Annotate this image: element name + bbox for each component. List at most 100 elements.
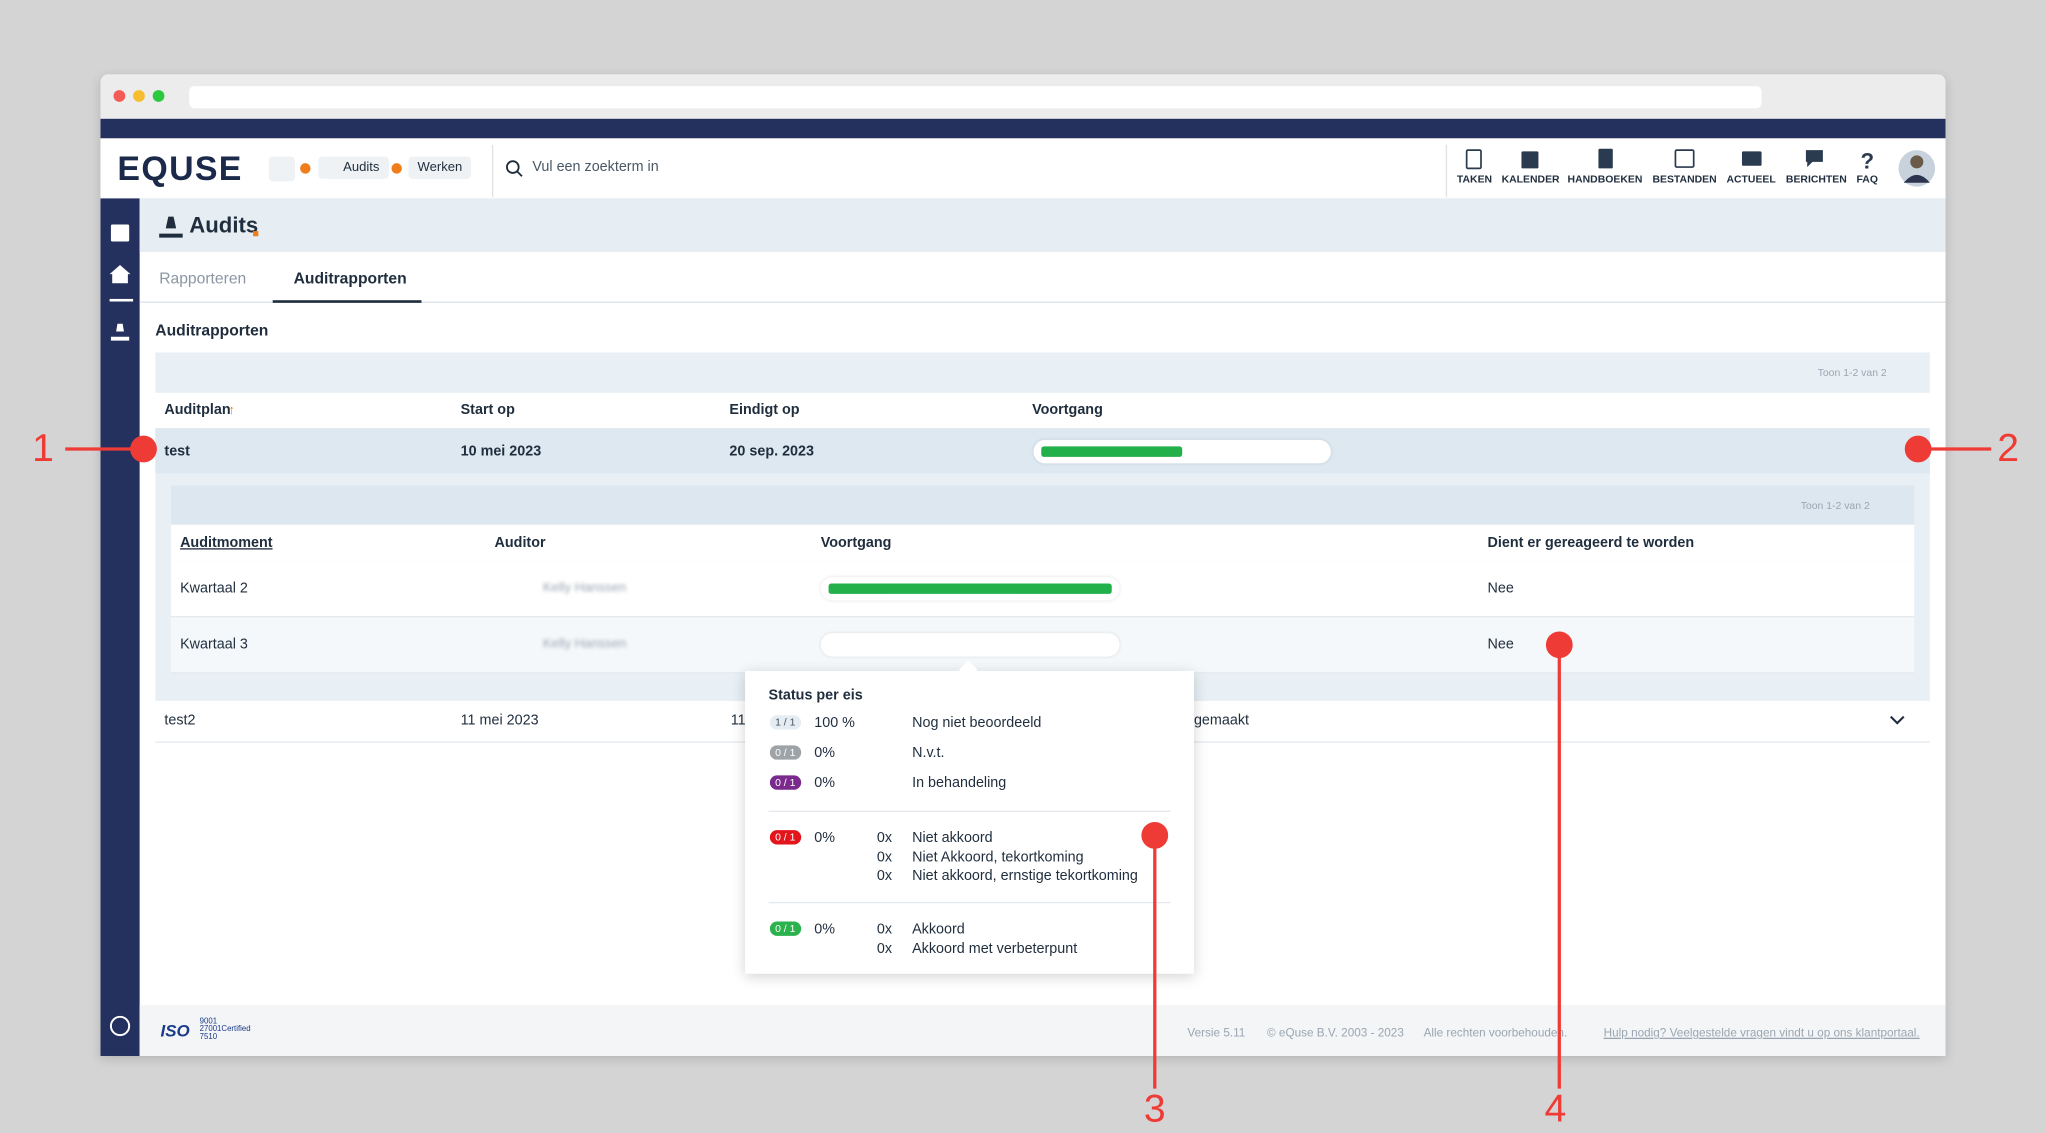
annotation-number: 1 [32, 426, 54, 470]
percent: 0% [814, 745, 835, 761]
divider [768, 810, 1171, 812]
nav-item[interactable]: ACTUEEL [1726, 173, 1776, 186]
divider [768, 901, 1171, 904]
cell: Nee [1487, 580, 1514, 597]
column-header[interactable]: Start op [460, 402, 515, 418]
cell: Kwartaal 3 [180, 636, 248, 653]
progress-bar [828, 583, 1112, 594]
nav-icons: ? [1465, 148, 1936, 187]
progress-track [820, 633, 1120, 657]
crumb-sep [300, 163, 311, 174]
tab[interactable]: Rapporteren [159, 268, 247, 288]
cell: 20 sep. 2023 [729, 443, 815, 460]
column-header: Voortgang [820, 535, 892, 551]
popup [745, 670, 1194, 974]
sub-band [170, 485, 1915, 525]
nav-item[interactable]: HANDBOEKEN [1567, 173, 1643, 186]
count: 0x [876, 940, 893, 957]
svg-text:?: ? [1860, 148, 1874, 173]
status-label: Akkoord [912, 921, 965, 938]
badge: 0 / 1 [769, 775, 801, 790]
percent: 0% [814, 775, 835, 792]
count: 0x [876, 868, 893, 884]
nav-item[interactable]: BESTANDEN [1652, 173, 1717, 186]
cell: Kwartaal 2 [180, 580, 248, 597]
status-label: N.v.t. [912, 745, 945, 761]
footer-text: Alle rechten voorbehouden. [1423, 1025, 1568, 1040]
annotation-number: 3 [1143, 1087, 1166, 1131]
help-link[interactable]: Hulp nodig? Veelgestelde vragen vindt u … [1603, 1025, 1920, 1040]
footer-text: © eQuse B.V. 2003 - 2023 [1267, 1025, 1404, 1040]
column-header[interactable]: Voortgang [1032, 402, 1103, 418]
status-label: Niet akkoord [912, 830, 993, 846]
footer-band [139, 1005, 1946, 1056]
cell: 10 mei 2023 [460, 443, 542, 460]
iso-number: 27001Certified [199, 1025, 251, 1034]
column-header[interactable]: Auditplan [164, 402, 231, 418]
page-title: Audits [189, 212, 259, 238]
cell: gemaakt [1193, 712, 1250, 729]
tab-underline [272, 300, 422, 303]
filter-band [155, 352, 1930, 393]
count: Toon 1-2 van 2 [1817, 366, 1887, 379]
status-label: Niet Akkoord, tekortkoming [912, 849, 1084, 865]
column-header: Auditor [494, 535, 546, 551]
home-crumb[interactable] [268, 156, 295, 182]
status-label: In behandeling [912, 775, 1007, 792]
percent: 0% [814, 921, 835, 938]
nav-item[interactable]: KALENDER [1501, 173, 1560, 186]
iso-number: 9001 [199, 1018, 218, 1026]
crumb-audits[interactable]: Audits [318, 156, 389, 179]
badge: 0 / 1 [769, 830, 801, 845]
sort-arrow: ↑ [228, 403, 235, 418]
badge: 0 / 1 [769, 745, 801, 760]
nav-item[interactable]: FAQ [1856, 173, 1878, 186]
top-strip [100, 118, 1946, 139]
tab[interactable]: Auditrapporten [293, 268, 407, 288]
crumb-werken[interactable]: Werken [408, 156, 472, 179]
nav-item[interactable]: TAKEN [1456, 173, 1493, 186]
search-icon [506, 160, 523, 177]
search-divider [491, 144, 494, 198]
search-input[interactable]: Vul een zoekterm in [532, 159, 659, 175]
status-label: Akkoord met verbeterpunt [912, 940, 1078, 957]
section-title: Auditrapporten [155, 321, 269, 340]
sidebar [100, 198, 140, 1056]
logo: EQUSE [117, 148, 243, 188]
cell: test2 [164, 712, 196, 729]
column-header: Dient er gereageerd te worden [1487, 535, 1695, 551]
badge: 1 / 1 [769, 715, 801, 730]
url-bar[interactable] [189, 86, 1762, 109]
annotation-marks [65, 435, 1992, 1089]
cell: test [164, 443, 190, 460]
percent: 100 % [814, 715, 855, 731]
badge: 0 / 1 [769, 921, 801, 936]
count: 0x [876, 830, 893, 846]
count: 0x [876, 921, 893, 938]
iso-logo: ISO [160, 1020, 190, 1041]
title-dot [253, 231, 259, 237]
footer-text: Versie 5.11 [1187, 1025, 1246, 1040]
column-header[interactable]: Auditmoment [180, 535, 273, 551]
annotation-number: 2 [1997, 426, 2020, 470]
status-label: Niet akkoord, ernstige tekortkoming [912, 868, 1138, 884]
cell: 11 mei 2023 [460, 712, 539, 729]
auditor-name: Kelly Hanssen [542, 636, 627, 652]
nav-item[interactable]: BERICHTEN [1785, 173, 1847, 186]
percent: 0% [814, 830, 835, 846]
cell: 11 [730, 712, 746, 729]
close-dot[interactable] [113, 90, 126, 102]
iso-number: 7510 [199, 1033, 218, 1042]
auditor-name: Kelly Hanssen [542, 580, 627, 596]
max-dot[interactable] [152, 90, 165, 102]
cell: Nee [1487, 636, 1514, 653]
column-header[interactable]: Eindigt op [729, 402, 800, 418]
title-icon [159, 216, 183, 238]
min-dot[interactable] [133, 90, 145, 102]
nav-divider [1445, 144, 1448, 198]
progress-bar [1041, 446, 1183, 457]
